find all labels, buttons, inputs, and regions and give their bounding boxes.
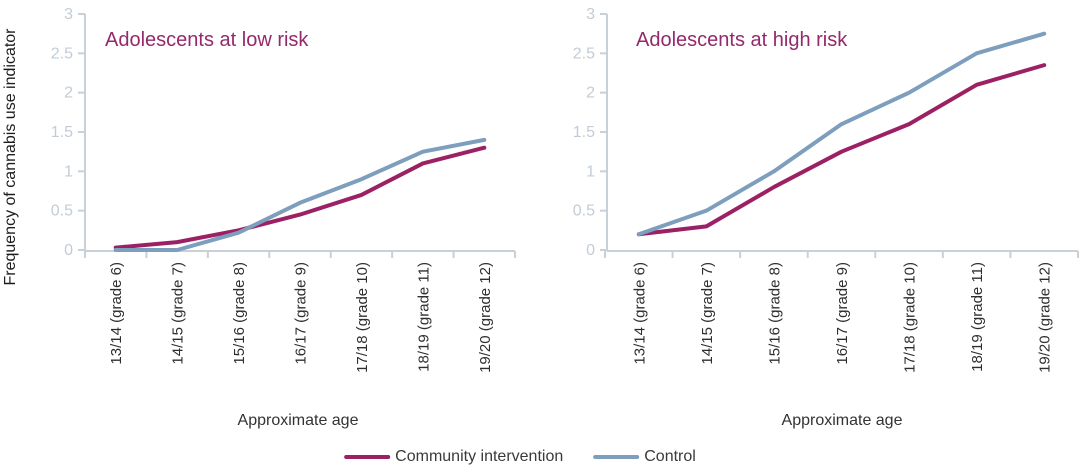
y-tick-label: 0.5 [51,203,73,220]
x-tick-label: 14/15 (grade 7) [170,262,187,365]
y-tick-label: 0.5 [573,203,595,220]
x-tick-label: 19/20 (grade 12) [477,262,494,373]
series-line-control [636,31,1047,237]
chart-title-high-risk: Adolescents at high risk [636,29,848,51]
y-tick-label: 2.5 [51,45,73,62]
chart-title-low-risk: Adolescents at low risk [105,29,309,51]
chart-low-risk-plot-area: 0 0.5 1 1.5 2 2.5 3 13/14 (grade 6) 14/15 (grade… [51,6,517,373]
y-tick-label: 0 [586,242,595,259]
x-tick-label: 19/20 (grade 12) [1037,262,1054,373]
y-tick-label: 0 [64,242,73,259]
y-tick-label: 3 [586,6,595,23]
x-axis-title-left: Approximate age [237,412,359,429]
legend-label-control: Control [644,448,696,465]
series-line-control [113,137,487,252]
y-tick-label: 3 [64,6,73,23]
x-tick-label: 16/17 (grade 9) [834,262,851,365]
series-line-community-intervention [113,145,487,250]
x-tick-label: 14/15 (grade 7) [699,262,716,365]
x-tick-label: 17/18 (grade 10) [354,262,371,373]
y-tick-label: 1 [64,163,73,180]
y-tick-label: 2 [64,85,73,102]
y-tick-label: 2 [586,85,595,102]
y-tick-label: 1.5 [51,124,73,141]
x-tick-label: 16/17 (grade 9) [293,262,310,365]
x-tick-label: 18/19 (grade 11) [415,262,432,372]
y-tick-label: 1 [586,163,595,180]
x-tick-label: 15/16 (grade 8) [231,262,248,365]
y-tick-label: 2.5 [573,45,595,62]
community-intervention-line-swatch [344,455,391,459]
chart-high-risk-plot-area: 0 0.5 1 1.5 2 2.5 3 13/14 (grade 6) 14/15 (grade… [573,6,1079,373]
x-tick-label: 17/18 (grade 10) [902,262,919,373]
legend: Community intervention Control [344,448,696,466]
legend-item-community-intervention: Community intervention [344,448,563,466]
legend-label-community-intervention: Community intervention [395,448,564,465]
legend-item-control: Control [593,448,696,466]
x-tick-label: 13/14 (grade 6) [631,262,648,365]
x-tick-label: 15/16 (grade 8) [766,262,783,365]
x-tick-label: 13/14 (grade 6) [108,262,125,365]
series-line-community-intervention [636,63,1047,237]
x-tick-label: 18/19 (grade 11) [969,262,986,372]
x-axis-title-right: Approximate age [781,412,903,429]
y-tick-label: 1.5 [573,124,595,141]
control-line-swatch [593,455,640,459]
